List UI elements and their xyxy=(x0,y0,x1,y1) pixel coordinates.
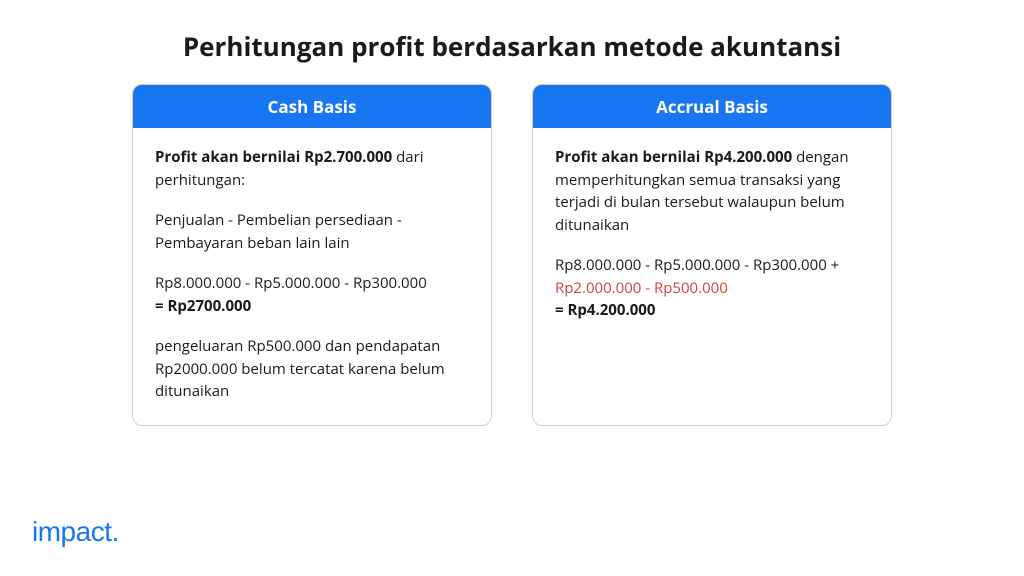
accrual-profit-value: Profit akan bernilai Rp4.200.000 xyxy=(555,147,792,167)
cash-calc-result: = Rp2700.000 xyxy=(155,296,251,316)
page-title: Perhitungan profit berdasarkan metode ak… xyxy=(0,0,1024,84)
card-header-accrual: Accrual Basis xyxy=(533,85,891,128)
accrual-calc-result: = Rp4.200.000 xyxy=(555,300,655,320)
cash-note: pengeluaran Rp500.000 dan pendapatan Rp2… xyxy=(155,335,469,403)
card-body-cash: Profit akan bernilai Rp2.700.000 dari pe… xyxy=(133,128,491,425)
cash-calc-expr: Rp8.000.000 - Rp5.000.000 - Rp300.000 xyxy=(155,273,427,293)
card-cash-basis: Cash Basis Profit akan bernilai Rp2.700.… xyxy=(132,84,492,426)
cash-profit-value: Profit akan bernilai Rp2.700.000 xyxy=(155,147,392,167)
card-header-cash: Cash Basis xyxy=(133,85,491,128)
accrual-profit-intro: Profit akan bernilai Rp4.200.000 dengan … xyxy=(555,146,869,236)
accrual-calc-red: Rp2.000.000 - Rp500.000 xyxy=(555,278,728,298)
accrual-calc-black: Rp8.000.000 - Rp5.000.000 - Rp300.000 + xyxy=(555,255,839,275)
card-accrual-basis: Accrual Basis Profit akan bernilai Rp4.2… xyxy=(532,84,892,426)
accrual-calc: Rp8.000.000 - Rp5.000.000 - Rp300.000 + … xyxy=(555,254,869,322)
cash-calc: Rp8.000.000 - Rp5.000.000 - Rp300.000 = … xyxy=(155,272,469,317)
card-body-accrual: Profit akan bernilai Rp4.200.000 dengan … xyxy=(533,128,891,344)
cash-formula-words: Penjualan - Pembelian persediaan - Pemba… xyxy=(155,209,469,254)
cash-profit-intro: Profit akan bernilai Rp2.700.000 dari pe… xyxy=(155,146,469,191)
cards-container: Cash Basis Profit akan bernilai Rp2.700.… xyxy=(0,84,1024,426)
brand-logo: impact. xyxy=(32,516,119,548)
